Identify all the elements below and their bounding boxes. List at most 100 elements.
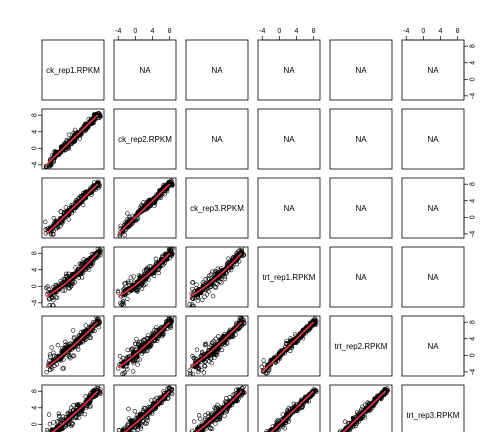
upper-panel-text: NA	[355, 135, 367, 144]
tick-label: 4	[439, 28, 443, 35]
smoother-line	[261, 321, 315, 373]
data-point	[46, 297, 52, 302]
data-point	[265, 370, 270, 376]
data-point	[51, 350, 56, 355]
data-points	[187, 316, 247, 376]
panel-frame	[329, 246, 393, 308]
data-point	[79, 275, 85, 280]
panel-frame	[113, 246, 177, 308]
data-point	[48, 163, 54, 168]
data-point	[137, 344, 142, 349]
tick-label: -4	[470, 231, 477, 237]
tick-label: 0	[32, 146, 39, 150]
tick-label: 0	[421, 28, 425, 35]
smoother-line	[189, 252, 243, 298]
panel-3-4: NA	[329, 246, 393, 308]
data-point	[45, 284, 50, 289]
data-point	[134, 336, 139, 342]
data-points	[116, 385, 175, 432]
data-point	[131, 350, 136, 356]
data-points	[189, 385, 247, 432]
data-point	[98, 253, 103, 258]
data-point	[219, 347, 225, 353]
panel-4-2	[185, 315, 249, 377]
data-point	[215, 402, 220, 408]
data-point	[217, 279, 223, 284]
panel-0-0: ck_rep1.RPKM	[41, 39, 105, 101]
panel-0-2: NA	[185, 39, 249, 101]
data-point	[47, 296, 52, 301]
data-point	[190, 280, 195, 285]
data-point	[168, 325, 174, 330]
data-point	[187, 368, 192, 373]
upper-panel-text: NA	[355, 66, 367, 75]
data-point	[54, 149, 59, 155]
panel-frame	[113, 177, 177, 239]
data-point	[131, 274, 137, 279]
data-point	[125, 296, 130, 302]
tick-label: -4	[403, 28, 409, 35]
panel-frame	[185, 177, 249, 239]
data-point	[337, 430, 342, 432]
data-point	[159, 334, 165, 339]
upper-panel-text: NA	[211, 66, 223, 75]
data-point	[47, 352, 53, 357]
data-point	[63, 271, 69, 276]
panel-5-3	[257, 384, 321, 432]
tick-label: 8	[470, 182, 477, 186]
data-point	[71, 403, 76, 408]
data-point	[226, 256, 231, 261]
data-point	[55, 343, 61, 348]
scatter-panel-2-0	[42, 179, 102, 237]
data-point	[51, 298, 56, 303]
tick-label: 8	[32, 251, 39, 255]
data-point	[49, 345, 54, 350]
data-point	[161, 184, 166, 190]
data-point	[115, 288, 121, 294]
top-x-axis-3: -4 0 4 8	[259, 28, 316, 41]
scatter-panel-4-1	[115, 316, 175, 376]
data-point	[194, 282, 199, 287]
diagonal-label: trt_rep2.RPKM	[335, 342, 388, 351]
panel-1-3: NA	[257, 108, 321, 170]
data-point	[75, 347, 81, 352]
data-point	[125, 367, 130, 372]
data-point	[206, 289, 211, 294]
data-point	[167, 248, 172, 253]
data-points	[44, 385, 103, 432]
panel-frame	[329, 108, 393, 170]
panel-4-5: NA	[401, 315, 465, 377]
tick-label: 0	[470, 353, 477, 357]
data-point	[137, 357, 142, 362]
panel-1-2: NA	[185, 108, 249, 170]
data-points	[117, 178, 175, 238]
scatter-panel-3-2	[187, 247, 247, 307]
diagonal-label: trt_rep3.RPKM	[407, 411, 460, 420]
panel-frame	[329, 177, 393, 239]
panel-2-0	[41, 177, 105, 239]
tick-label: -4	[470, 369, 477, 375]
data-point	[190, 354, 195, 359]
smoother-line	[123, 390, 171, 432]
data-point	[62, 288, 68, 293]
data-points	[187, 247, 247, 307]
data-point	[152, 327, 157, 333]
data-point	[156, 270, 161, 276]
scatter-panel-5-3	[264, 386, 319, 432]
tick-label: 4	[32, 406, 39, 410]
data-point	[44, 285, 49, 290]
left-y-axis-1: -4 0 4 8	[32, 113, 43, 168]
data-point	[131, 360, 136, 365]
data-point	[86, 267, 92, 272]
data-point	[202, 294, 207, 299]
data-point	[241, 385, 245, 386]
smoother-line	[45, 183, 99, 235]
data-point	[201, 370, 207, 375]
data-point	[142, 337, 147, 342]
data-point	[191, 419, 197, 424]
top-x-axis-1: -4 0 4 8	[115, 28, 172, 41]
data-point	[63, 205, 69, 210]
data-point	[47, 367, 53, 372]
scatter-panel-5-1	[116, 385, 175, 432]
smoother-line	[45, 321, 99, 369]
